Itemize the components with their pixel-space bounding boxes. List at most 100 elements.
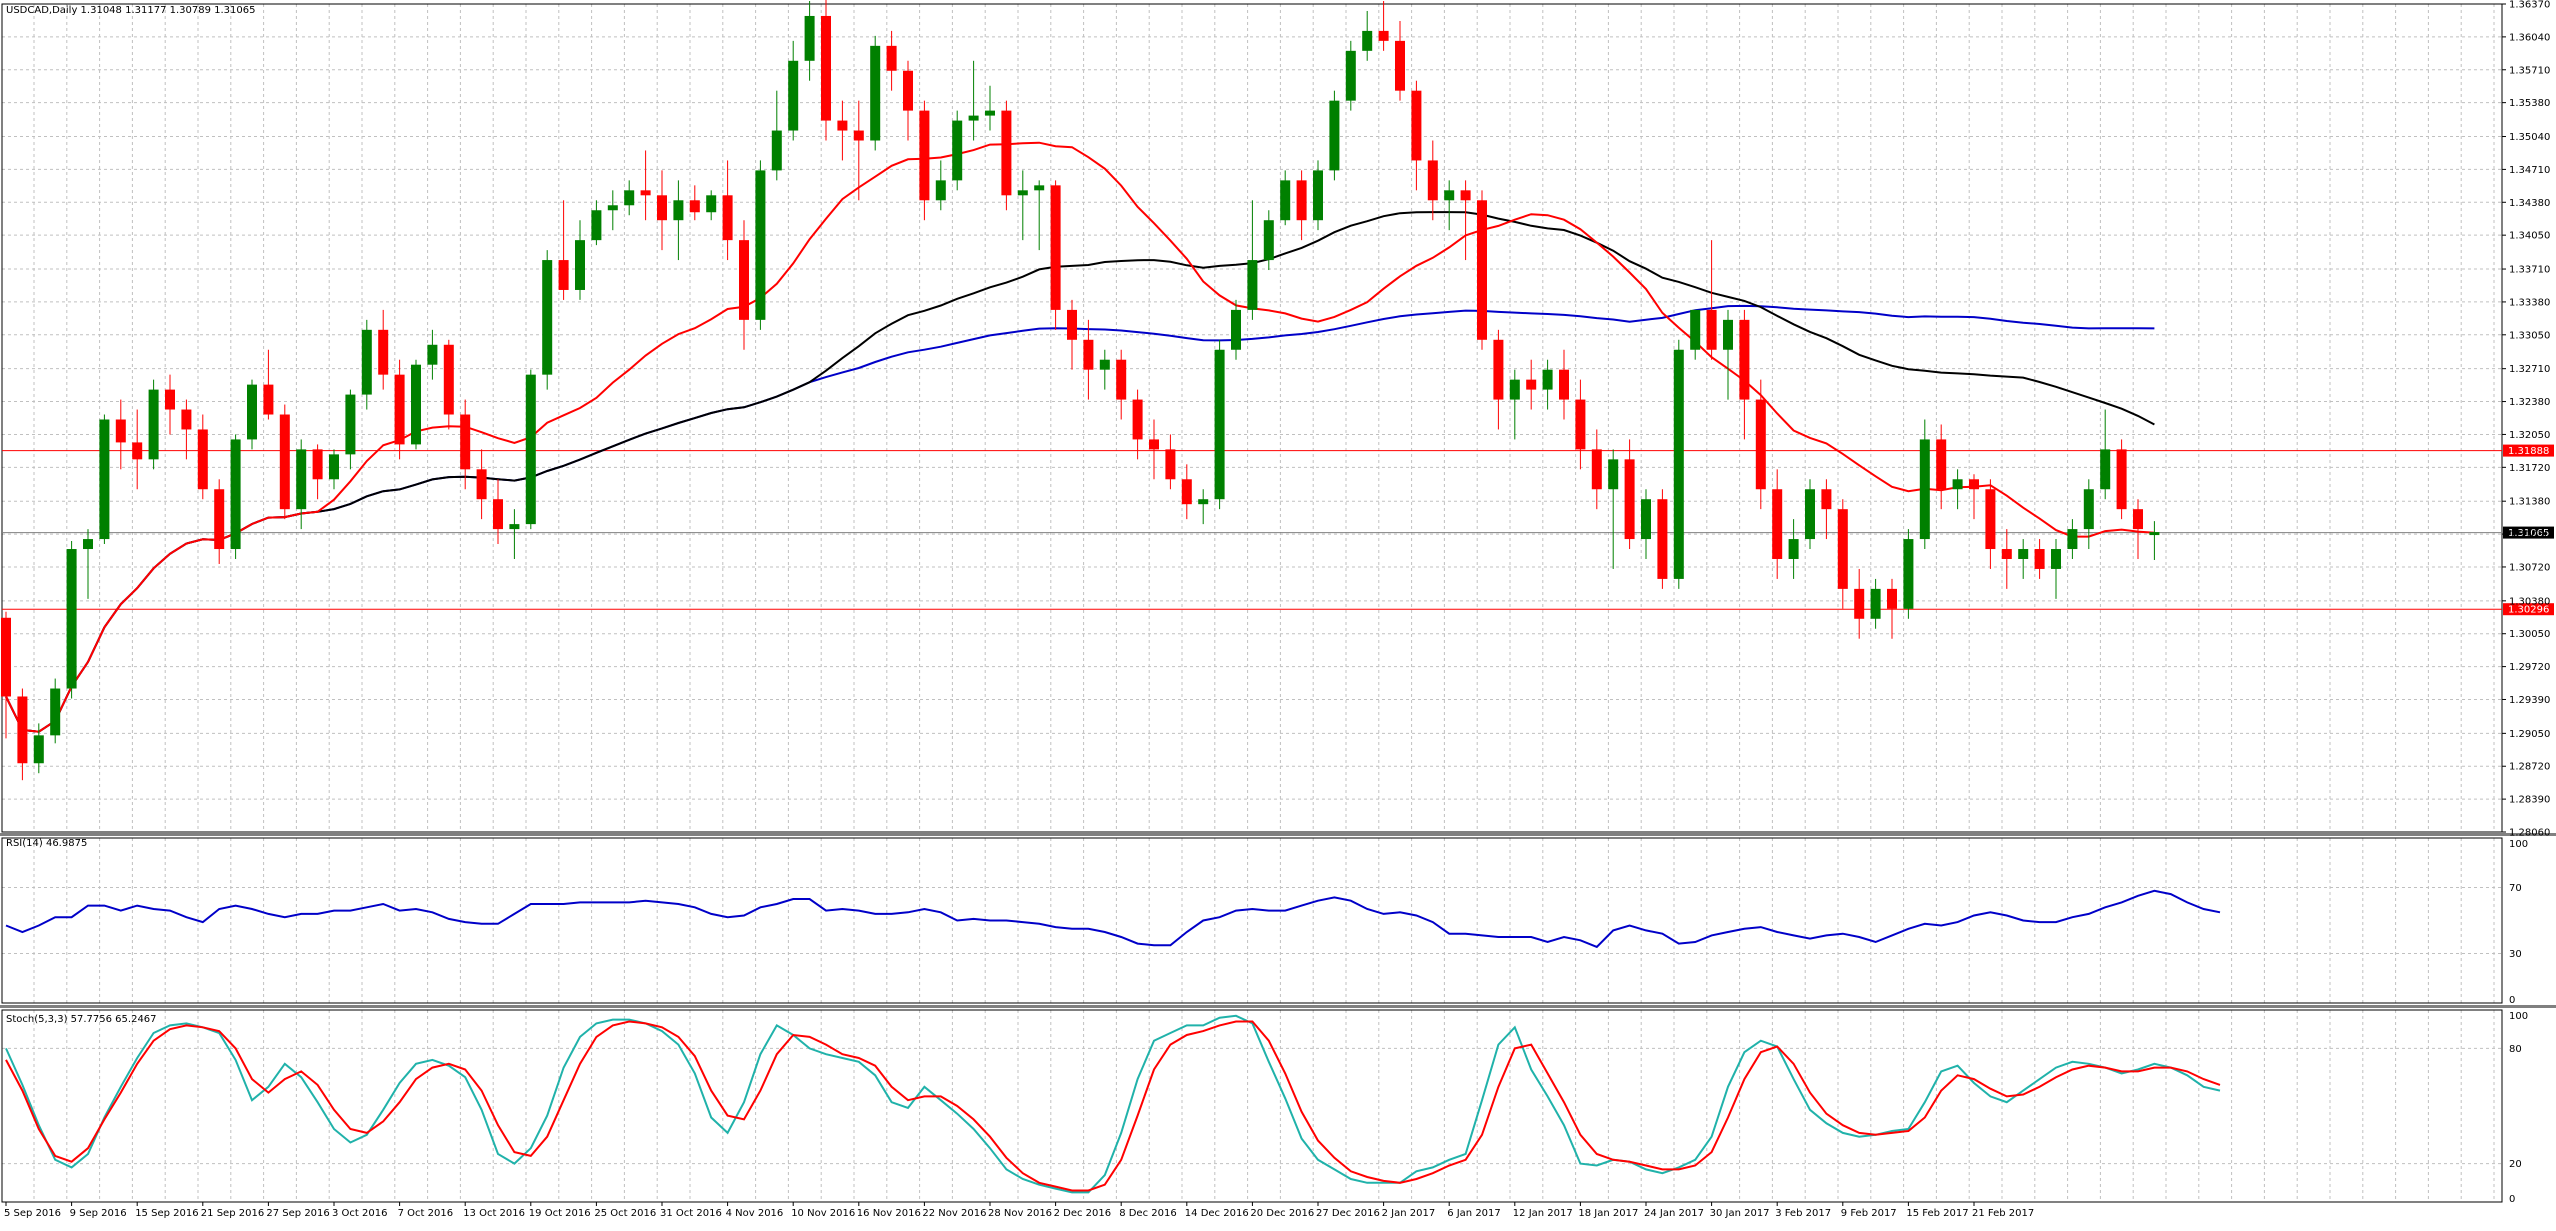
candle xyxy=(1280,170,1291,226)
candle-body xyxy=(1280,180,1291,221)
stoch-panel-frame xyxy=(1,1009,2503,1203)
candle-body xyxy=(525,374,536,525)
candle xyxy=(853,100,864,201)
candle-body xyxy=(1985,489,1996,550)
candle xyxy=(1559,349,1569,420)
candle-body xyxy=(329,454,339,480)
time-tick-label: 12 Jan 2017 xyxy=(1513,1208,1573,1219)
candle-body xyxy=(1952,479,1963,490)
candle-body xyxy=(443,344,454,415)
candle xyxy=(279,404,290,520)
price-tick-label: 1.36040 xyxy=(2509,32,2550,43)
candle-body xyxy=(739,240,749,320)
candle-body xyxy=(2083,489,2094,530)
candle-body xyxy=(804,15,815,61)
candle xyxy=(525,369,536,530)
candle-body xyxy=(1739,319,1750,400)
price-tick-label: 1.28390 xyxy=(2509,795,2550,806)
level-label: 1.31888 xyxy=(2508,446,2549,457)
price-tick-label: 1.31720 xyxy=(2509,463,2550,474)
candle-body xyxy=(1870,588,1881,619)
candle xyxy=(1050,180,1061,330)
candle xyxy=(2100,409,2111,500)
candle-body xyxy=(83,539,93,550)
time-tick-label: 2 Jan 2017 xyxy=(1382,1208,1436,1219)
time-tick-label: 14 Dec 2016 xyxy=(1185,1208,1249,1219)
candle-body xyxy=(706,195,717,213)
candle xyxy=(1690,309,1701,360)
candle xyxy=(66,541,77,699)
moving-averages xyxy=(5,141,2155,733)
candle xyxy=(1969,474,1979,520)
candle-body xyxy=(165,389,175,410)
candle xyxy=(542,250,553,390)
time-tick-label: 10 Nov 2016 xyxy=(791,1208,855,1219)
candle-body xyxy=(1805,489,1815,540)
candle-body xyxy=(1723,319,1733,350)
candle-body xyxy=(1542,369,1553,390)
candle xyxy=(1936,424,1947,510)
candle xyxy=(673,180,684,261)
time-tick-label: 4 Nov 2016 xyxy=(726,1208,784,1219)
level-label-bg xyxy=(2503,603,2554,616)
candle xyxy=(115,399,126,470)
candle-body xyxy=(378,329,389,375)
ma-fast-line xyxy=(5,141,2155,733)
candle xyxy=(1034,180,1045,251)
candle-body xyxy=(1083,339,1094,370)
price-tick-label: 1.35380 xyxy=(2509,98,2550,109)
candle xyxy=(1837,499,1848,609)
candle-body xyxy=(542,260,553,375)
candle xyxy=(2149,521,2160,560)
time-tick-label: 3 Oct 2016 xyxy=(332,1208,387,1219)
stoch-tick-label: 0 xyxy=(2509,1194,2515,1205)
candle xyxy=(2001,529,2012,589)
candle xyxy=(1165,434,1176,490)
candle-body xyxy=(66,549,77,689)
time-tick-label: 31 Oct 2016 xyxy=(660,1208,722,1219)
price-tick-label: 1.28060 xyxy=(2509,828,2550,839)
candle xyxy=(706,190,717,221)
candle-body xyxy=(1001,110,1012,196)
time-tick-label: 9 Sep 2016 xyxy=(70,1208,127,1219)
price-tick-label: 1.34380 xyxy=(2509,198,2550,209)
ma-mid-line xyxy=(5,211,2155,733)
candle-body xyxy=(1198,499,1209,505)
candle xyxy=(788,40,799,141)
candle xyxy=(394,359,405,460)
current-price-bg xyxy=(2503,526,2554,539)
candle xyxy=(952,110,963,191)
candle xyxy=(493,479,503,545)
candle-body xyxy=(1706,309,1717,350)
candle xyxy=(1723,309,1733,400)
candle-body xyxy=(2018,549,2029,559)
candle xyxy=(1296,170,1307,241)
candle xyxy=(1132,389,1143,460)
price-tick-label: 1.35710 xyxy=(2509,65,2550,76)
candle xyxy=(821,0,831,141)
price-tick-label: 1.30050 xyxy=(2509,629,2550,640)
price-tick-label: 1.33710 xyxy=(2509,265,2550,276)
rsi-line xyxy=(5,889,2221,949)
time-tick-label: 16 Nov 2016 xyxy=(857,1208,921,1219)
candle-body xyxy=(2034,549,2045,569)
time-tick-label: 21 Feb 2017 xyxy=(1972,1208,2034,1219)
stoch-tick-label: 80 xyxy=(2509,1044,2522,1055)
candle-body xyxy=(1034,185,1045,191)
candle-body xyxy=(1477,200,1487,340)
candle xyxy=(1362,10,1373,61)
candle xyxy=(935,160,946,211)
rsi-panel xyxy=(5,889,2221,949)
candle-body xyxy=(1591,449,1602,490)
candle-body xyxy=(33,735,44,764)
time-axis: 5 Sep 2016 9 Sep 2016 15 Sep 2016 21 Sep 20… xyxy=(4,1202,2034,1219)
candle-body xyxy=(788,60,799,131)
time-tick-label: 3 Feb 2017 xyxy=(1775,1208,1831,1219)
candle xyxy=(214,479,225,564)
candle xyxy=(1329,90,1340,181)
price-tick-label: 1.30380 xyxy=(2509,596,2550,607)
candle xyxy=(1017,170,1028,241)
candle xyxy=(197,414,208,500)
candle xyxy=(886,30,897,91)
price-tick-label: 1.31380 xyxy=(2509,497,2550,508)
